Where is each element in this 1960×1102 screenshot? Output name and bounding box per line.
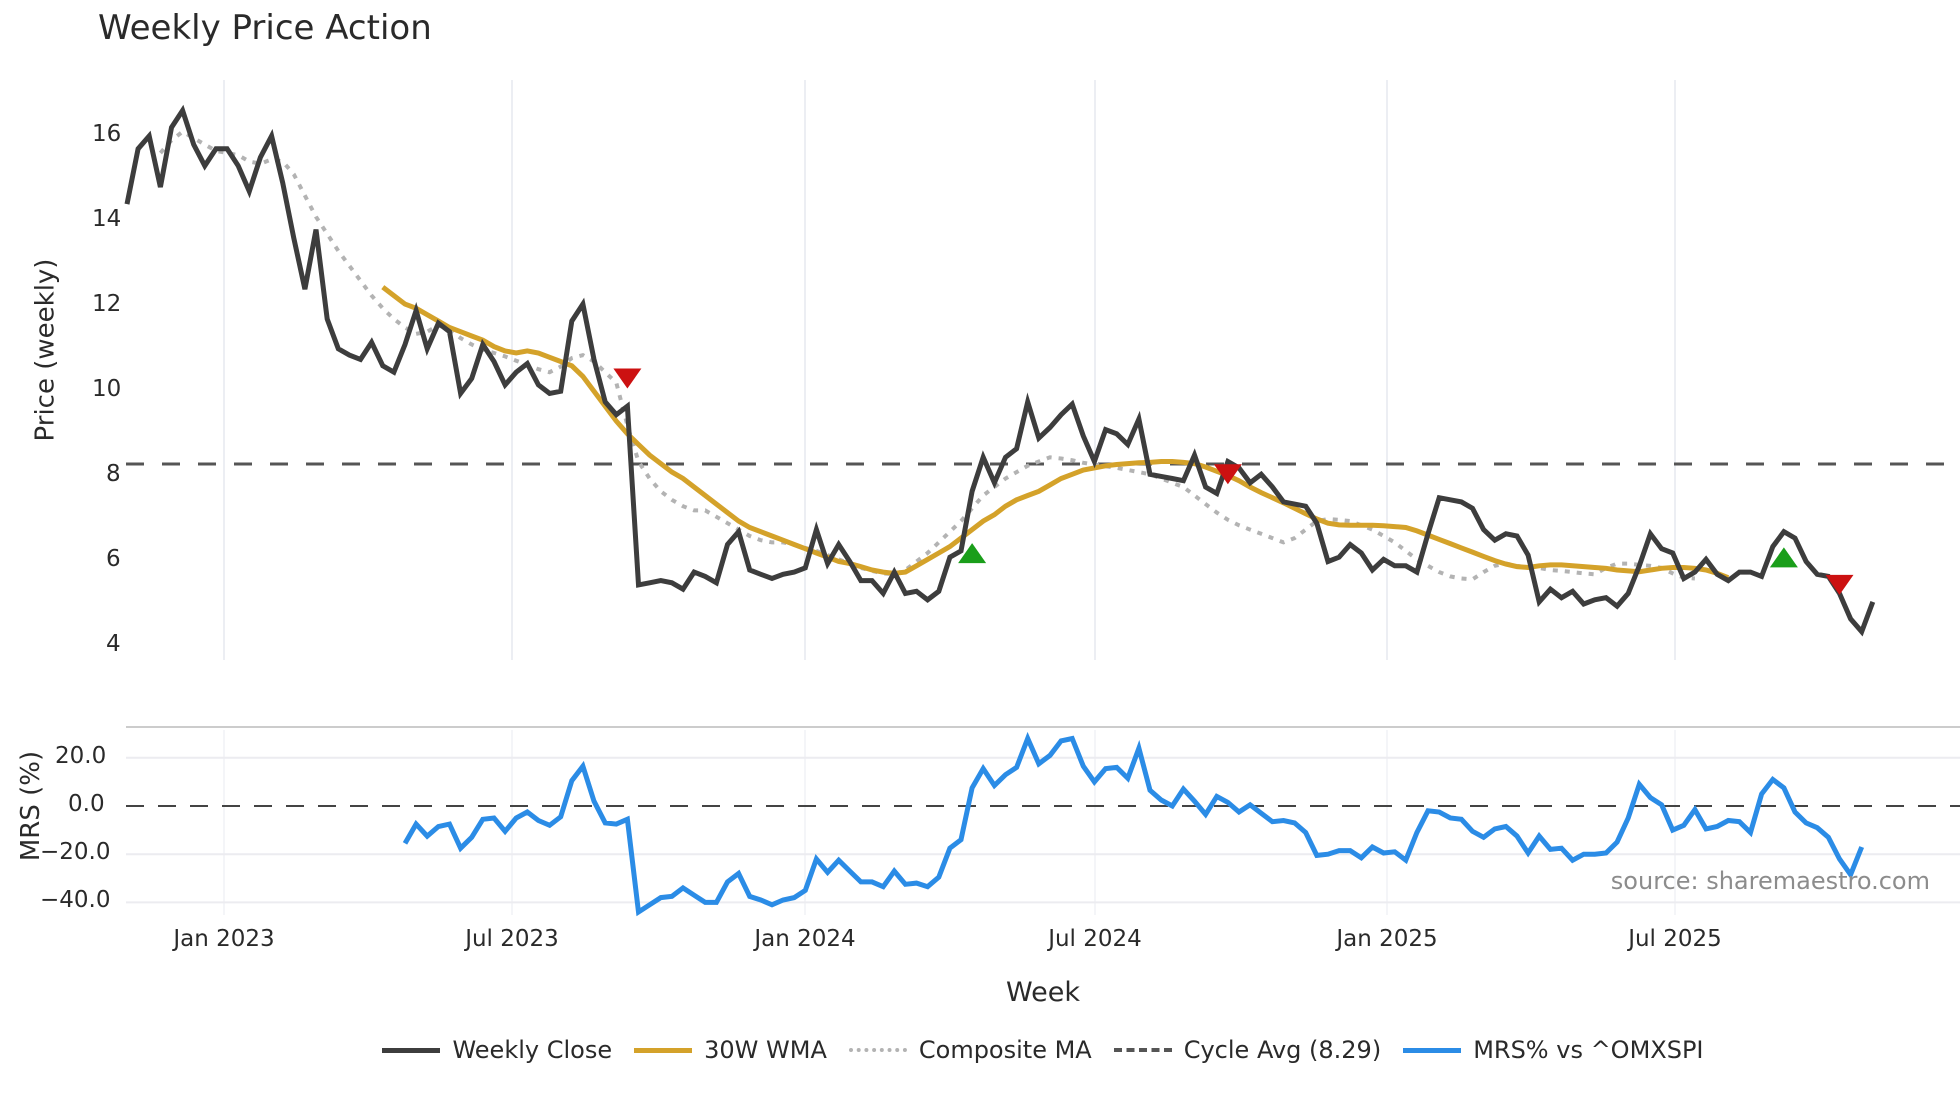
legend-label: MRS% vs ^OMXSPI [1473, 1036, 1704, 1064]
price-tick: 14 [92, 206, 122, 232]
price-tick: 10 [92, 376, 122, 402]
mrs-line [402, 731, 1865, 917]
source-attribution: source: sharemaestro.com [1610, 867, 1930, 895]
price-tick: 8 [106, 461, 121, 487]
composite-ma-line [158, 129, 1696, 582]
legend-label: Composite MA [918, 1036, 1092, 1064]
chart-title: Weekly Price Action [98, 8, 432, 48]
x-tick: Jan 2025 [1336, 926, 1438, 952]
x-tick: Jan 2024 [754, 926, 856, 952]
legend-item-weekly-close[interactable]: Weekly Close [382, 1036, 612, 1064]
price-axis-label: Price (weekly) [30, 258, 61, 442]
legend-item-mrs[interactable]: MRS% vs ^OMXSPI [1403, 1036, 1704, 1064]
price-tick: 4 [106, 631, 121, 657]
legend: Weekly Close 30W WMA Composite MA Cycle … [0, 1036, 1960, 1064]
buy-signal-icon [958, 543, 987, 564]
price-tick: 12 [92, 291, 122, 317]
weekly-close-line [124, 104, 1876, 637]
legend-item-cycle-avg[interactable]: Cycle Avg (8.29) [1113, 1036, 1382, 1064]
mrs-tick: 20.0 [55, 743, 107, 769]
legend-label: 30W WMA [704, 1036, 827, 1064]
price-tick: 6 [106, 546, 121, 572]
x-tick: Jul 2025 [1628, 926, 1722, 952]
wma-swatch-icon [634, 1047, 693, 1053]
legend-item-composite-ma[interactable]: Composite MA [848, 1036, 1092, 1064]
legend-label: Cycle Avg (8.29) [1183, 1036, 1382, 1064]
mrs-tick: −20.0 [40, 839, 111, 865]
x-tick: Jul 2024 [1048, 926, 1142, 952]
price-tick: 16 [92, 121, 122, 147]
mrs-tick: −40.0 [40, 887, 111, 913]
cycle-avg-swatch-icon [1113, 1048, 1172, 1052]
mrs-swatch-icon [1403, 1047, 1462, 1053]
legend-item-30w-wma[interactable]: 30W WMA [634, 1036, 827, 1064]
sell-signal-icon [613, 368, 642, 389]
wma-line [381, 285, 1730, 581]
sell-signal-icon [1825, 574, 1854, 595]
buy-signal-icon [1769, 547, 1798, 568]
legend-label: Weekly Close [452, 1036, 613, 1064]
x-tick: Jul 2023 [465, 926, 559, 952]
composite-swatch-icon [848, 1048, 907, 1052]
weekly-close-swatch-icon [382, 1047, 441, 1053]
x-tick: Jan 2023 [173, 926, 275, 952]
sell-signal-icon [1213, 464, 1242, 485]
x-axis-label: Week [1006, 977, 1080, 1008]
mrs-tick: 0.0 [68, 791, 105, 817]
